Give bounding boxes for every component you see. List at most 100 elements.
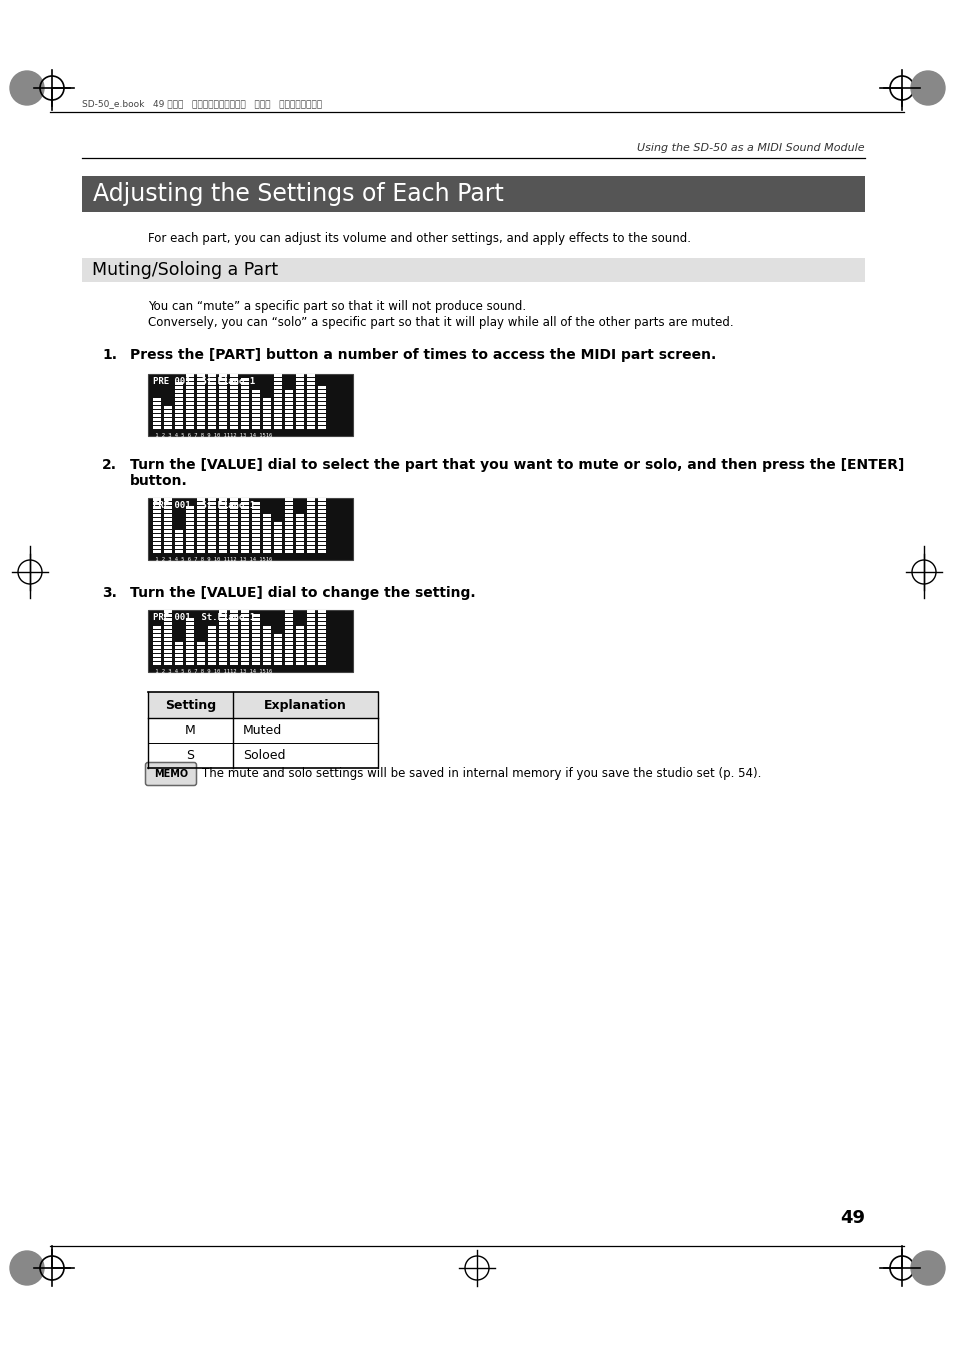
Bar: [263, 657, 271, 661]
Bar: [230, 414, 237, 417]
Bar: [186, 382, 193, 385]
Bar: [219, 526, 227, 529]
Bar: [263, 414, 271, 417]
Bar: [219, 386, 227, 389]
Bar: [219, 545, 227, 549]
Bar: [241, 549, 249, 553]
Bar: [219, 634, 227, 637]
Bar: [219, 630, 227, 633]
Text: M: M: [185, 724, 195, 737]
Bar: [241, 514, 249, 517]
Bar: [274, 427, 282, 429]
Bar: [164, 427, 172, 429]
Bar: [317, 643, 326, 645]
Bar: [219, 506, 227, 509]
Bar: [263, 406, 271, 409]
Bar: [208, 535, 215, 537]
Bar: [263, 647, 271, 649]
Text: You can “mute” a specific part so that it will not produce sound.: You can “mute” a specific part so that i…: [148, 300, 525, 313]
Bar: [295, 378, 304, 381]
Bar: [274, 423, 282, 425]
Bar: [196, 498, 205, 501]
Bar: [317, 502, 326, 505]
Bar: [152, 549, 161, 553]
Bar: [307, 647, 314, 649]
Bar: [241, 541, 249, 545]
Bar: [307, 394, 314, 397]
Bar: [230, 366, 237, 369]
Bar: [295, 390, 304, 393]
Bar: [285, 614, 293, 617]
Bar: [164, 649, 172, 653]
Bar: [219, 649, 227, 653]
Bar: [252, 390, 260, 393]
Bar: [196, 522, 205, 525]
Bar: [263, 626, 271, 629]
Bar: [174, 531, 183, 533]
Bar: [219, 653, 227, 657]
Bar: [317, 394, 326, 397]
Bar: [186, 414, 193, 417]
Bar: [164, 634, 172, 637]
Bar: [208, 510, 215, 513]
Bar: [230, 370, 237, 373]
Bar: [285, 549, 293, 553]
Bar: [196, 374, 205, 377]
Bar: [241, 494, 249, 497]
Bar: [252, 414, 260, 417]
Bar: [196, 510, 205, 513]
Bar: [164, 531, 172, 533]
Bar: [219, 418, 227, 421]
Text: S: S: [186, 749, 194, 761]
Bar: [186, 390, 193, 393]
Bar: [174, 549, 183, 553]
Bar: [307, 610, 314, 613]
Bar: [219, 374, 227, 377]
Bar: [252, 510, 260, 513]
Bar: [230, 478, 237, 481]
Bar: [252, 506, 260, 509]
Bar: [152, 510, 161, 513]
Bar: [152, 626, 161, 629]
Bar: [230, 474, 237, 477]
Bar: [295, 423, 304, 425]
Bar: [186, 406, 193, 409]
Bar: [295, 522, 304, 525]
Bar: [174, 406, 183, 409]
Bar: [274, 394, 282, 397]
Bar: [152, 531, 161, 533]
Bar: [208, 531, 215, 533]
Bar: [317, 423, 326, 425]
Bar: [230, 653, 237, 657]
Bar: [230, 406, 237, 409]
Bar: [274, 414, 282, 417]
Bar: [307, 482, 314, 485]
Bar: [263, 643, 271, 645]
Bar: [285, 390, 293, 393]
Bar: [241, 662, 249, 666]
Bar: [152, 418, 161, 421]
Bar: [219, 541, 227, 545]
Bar: [164, 614, 172, 617]
Bar: [219, 427, 227, 429]
Bar: [208, 423, 215, 425]
Text: Adjusting the Settings of Each Part: Adjusting the Settings of Each Part: [92, 182, 503, 207]
Bar: [230, 482, 237, 485]
Bar: [174, 662, 183, 666]
Bar: [307, 522, 314, 525]
Bar: [295, 418, 304, 421]
Bar: [295, 406, 304, 409]
Bar: [285, 649, 293, 653]
Bar: [241, 606, 249, 609]
Bar: [152, 657, 161, 661]
Bar: [241, 526, 249, 529]
Bar: [208, 657, 215, 661]
Bar: [230, 382, 237, 385]
Bar: [196, 545, 205, 549]
Bar: [285, 394, 293, 397]
Bar: [152, 410, 161, 413]
Bar: [230, 522, 237, 525]
Text: PRE 001  St.Piano 1: PRE 001 St.Piano 1: [152, 377, 254, 386]
Bar: [295, 358, 304, 360]
Bar: [186, 535, 193, 537]
